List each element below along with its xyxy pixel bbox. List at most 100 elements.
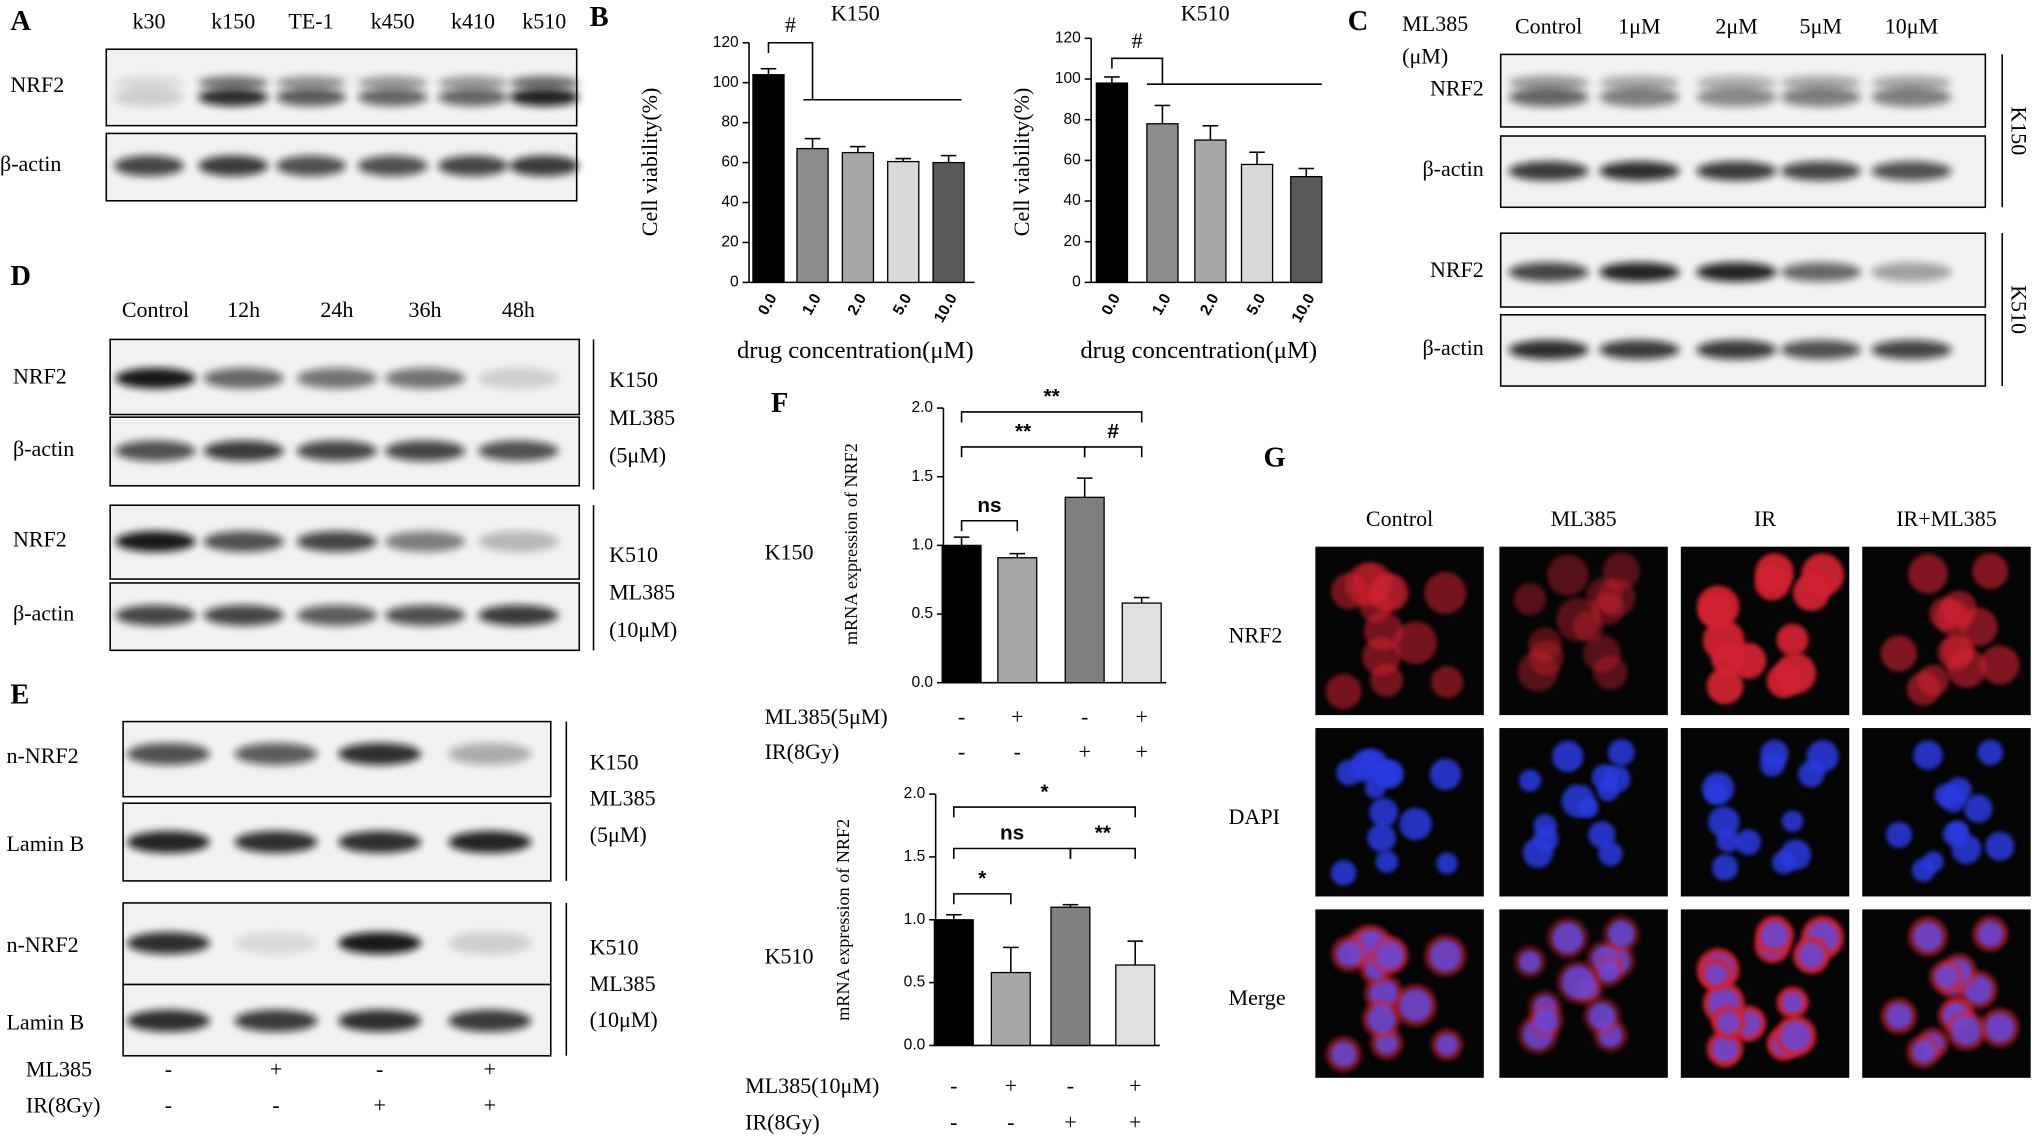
y-tick-label: 60: [1064, 151, 1082, 168]
treatment-sign: +: [1005, 1073, 1017, 1098]
cell-red: [1546, 554, 1589, 596]
bar: [990, 971, 1031, 1047]
lane-label: Control: [122, 297, 189, 322]
blot-band: [1508, 161, 1589, 181]
cell-nucleus: [1369, 797, 1399, 827]
cell-red: [1513, 582, 1547, 616]
y-tick-label: 0: [730, 274, 739, 291]
cell-nucleus: [1711, 1035, 1739, 1062]
cell-red: [1946, 647, 1987, 688]
treatment-sign: -: [165, 1093, 172, 1118]
bar: [932, 161, 965, 284]
cell-nucleus: [1911, 858, 1936, 882]
blot-band: [127, 932, 210, 955]
bar: [997, 557, 1038, 684]
blot-band: [1508, 75, 1589, 91]
y-tick-label: 60: [721, 154, 739, 171]
y-tick-label: 0.0: [911, 674, 933, 691]
blot-band: [1871, 340, 1952, 360]
significance-bracket: [960, 411, 1143, 423]
x-tick-label: 1.0: [799, 291, 825, 318]
cell-nucleus: [1781, 810, 1804, 832]
bar: [1240, 163, 1274, 284]
cell-nucleus: [1951, 1015, 1982, 1046]
blot-band: [357, 75, 428, 90]
blot-band: [448, 742, 532, 765]
blot-band: [296, 440, 378, 462]
row-label: n-NRF2: [6, 743, 78, 768]
panel-label: C: [1348, 6, 1369, 37]
row-label: NRF2: [1430, 76, 1484, 101]
treatment-sign: +: [1135, 739, 1147, 764]
significance-label: *: [978, 867, 987, 890]
treatment-sign: -: [1007, 1110, 1014, 1135]
treatment-sign: +: [1064, 1110, 1076, 1135]
lane-label: 12h: [227, 297, 260, 322]
cell-nucleus: [1985, 1013, 2015, 1043]
row-label: NRF2: [13, 527, 67, 552]
cell-nucleus: [1760, 739, 1789, 768]
lane-label: TE-1: [288, 8, 333, 33]
y-tick-label: 0.5: [904, 974, 926, 991]
group-label: (10μM): [609, 617, 677, 642]
cell-nucleus: [1735, 829, 1762, 856]
y-tick-label: 20: [1064, 233, 1082, 250]
cell-nucleus: [1429, 939, 1462, 972]
bar: [887, 160, 920, 284]
cell-nucleus: [1716, 1010, 1740, 1034]
blot-band: [1780, 340, 1861, 360]
y-axis-label: Cell viability(%): [1009, 88, 1034, 237]
blot-band: [384, 440, 466, 462]
panel-label: D: [10, 261, 31, 292]
blot-band: [357, 155, 428, 177]
significance-label: #: [1107, 420, 1119, 443]
cell-nucleus: [1798, 941, 1825, 969]
bar: [1064, 496, 1105, 684]
blot-band: [203, 367, 284, 389]
cell-red: [1556, 597, 1601, 642]
cell-nucleus: [1533, 826, 1559, 852]
blot-band: [1871, 87, 1952, 107]
treatment-label: IR(8Gy): [745, 1110, 820, 1135]
treatment-sign: -: [376, 1056, 383, 1081]
treatment-sign: -: [950, 1073, 957, 1098]
group-label: K150: [2006, 106, 2031, 155]
cell-nucleus: [1561, 965, 1595, 999]
blot-band: [1508, 262, 1589, 282]
x-tick-label: 0.0: [1099, 291, 1125, 318]
panel-label: G: [1264, 442, 1286, 473]
cell-red: [1906, 671, 1941, 706]
cell-nucleus: [1375, 760, 1404, 788]
header-label: ML385: [1402, 11, 1468, 36]
cell-nucleus: [1436, 852, 1458, 875]
lane-label: k30: [133, 8, 166, 33]
row-label: NRF2: [1229, 622, 1283, 647]
treatment-sign: +: [1078, 739, 1090, 764]
x-tick-label: 10.0: [1289, 291, 1319, 326]
blot-band: [198, 88, 269, 107]
blot-band: [1871, 262, 1952, 282]
group-label: ML385: [609, 405, 675, 430]
cell-nucleus: [1977, 921, 2004, 947]
column-label: Control: [1366, 506, 1433, 531]
bar: [841, 151, 875, 284]
row-label: Merge: [1229, 985, 1286, 1010]
panel-label: E: [10, 680, 29, 711]
x-tick-label: 1.0: [1149, 291, 1175, 318]
cell-nucleus: [1781, 991, 1804, 1014]
bar: [1050, 906, 1091, 1047]
y-tick-label: 100: [1055, 70, 1081, 87]
significance-label: **: [1044, 385, 1061, 408]
cell-nucleus: [1934, 783, 1958, 807]
blot-band: [338, 932, 422, 955]
header-label: (μM): [1402, 43, 1448, 68]
cell-nucleus: [1561, 784, 1595, 818]
chart-title: K510: [765, 944, 814, 969]
row-label: Lamin B: [6, 1010, 84, 1035]
group-label: K510: [590, 935, 639, 960]
blot-band: [478, 604, 559, 626]
blot-band: [1780, 161, 1861, 181]
blot-band: [509, 155, 580, 177]
cell-nucleus: [1716, 829, 1740, 853]
group-label: K510: [609, 542, 658, 567]
